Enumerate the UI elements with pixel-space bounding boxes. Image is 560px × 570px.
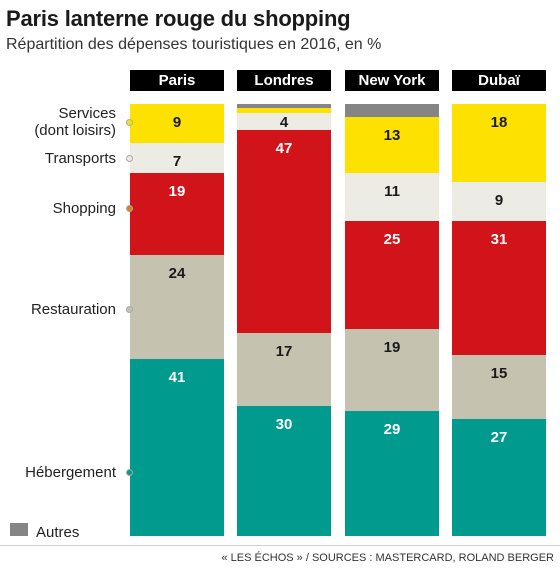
legend-label-autres: Autres — [36, 524, 80, 541]
bar-segment-dubai-restauration: 15 — [452, 354, 546, 420]
data-label: 4 — [279, 113, 289, 131]
source-note: « LES ÉCHOS » / SOURCES : MASTERCARD, RO… — [221, 552, 554, 564]
legend-swatch-autres — [10, 523, 28, 536]
data-label: 18 — [490, 114, 508, 131]
data-label: 27 — [490, 429, 508, 447]
chart-subtitle: Répartition des dépenses touristiques en… — [6, 36, 382, 53]
bar-segment-dubai-hebergement: 27 — [452, 419, 546, 536]
bar-segment-paris-services-dont-loisirs: 9 — [130, 104, 224, 143]
data-label: 7 — [172, 152, 182, 170]
bar-segment-dubai-services-dont-loisirs: 18 — [452, 104, 546, 182]
category-dot-shopping — [126, 204, 133, 212]
category-label-shopping: Shopping — [52, 199, 116, 217]
category-label-services-dont-loisirs: Services (dont loisirs) — [34, 105, 116, 139]
data-label: 19 — [383, 338, 401, 356]
bar-segment-dubai-shopping: 31 — [452, 220, 546, 355]
bar-segment-londres-transports: 4 — [237, 112, 331, 131]
bar-segment-dubai-transports: 9 — [452, 181, 546, 221]
column-header-paris: Paris — [130, 70, 224, 91]
data-label: 9 — [172, 114, 182, 131]
bar-segment-new-york-hebergement: 29 — [345, 410, 439, 536]
bar-segment-paris-shopping: 19 — [130, 173, 224, 256]
data-label: 47 — [275, 139, 293, 157]
bar-segment-new-york-services-dont-loisirs: 13 — [345, 116, 439, 174]
data-label: 17 — [275, 342, 293, 360]
bar-segment-paris-hebergement: 41 — [130, 358, 224, 536]
column-header-dubai: Dubaï — [452, 70, 546, 91]
bar-segment-londres-hebergement: 30 — [237, 406, 331, 536]
category-label-hebergement: Hébergement — [25, 463, 116, 481]
bar-segment-londres-autres — [237, 104, 331, 109]
chart-title: Paris lanterne rouge du shopping — [6, 6, 351, 31]
bar-segment-new-york-shopping: 25 — [345, 220, 439, 329]
bar-segment-new-york-autres — [345, 104, 439, 117]
bar-segment-new-york-restauration: 19 — [345, 328, 439, 411]
bar-segment-new-york-transports: 11 — [345, 173, 439, 221]
data-label: 25 — [383, 230, 401, 248]
data-label: 9 — [494, 191, 504, 209]
data-label: 11 — [384, 183, 400, 201]
data-label: 15 — [490, 364, 508, 382]
data-label: 31 — [490, 230, 508, 248]
bar-segment-londres-services-dont-loisirs — [237, 108, 331, 113]
data-label: 41 — [168, 368, 186, 386]
divider — [0, 545, 560, 546]
data-label: 24 — [168, 265, 186, 283]
column-header-londres: Londres — [237, 70, 331, 91]
data-label: 19 — [168, 183, 186, 201]
data-label: 29 — [383, 420, 401, 438]
bar-segment-londres-restauration: 17 — [237, 332, 331, 407]
bar-segment-paris-transports: 7 — [130, 142, 224, 174]
data-label: 30 — [275, 416, 293, 434]
data-label: 13 — [383, 126, 401, 144]
column-header-new-york: New York — [345, 70, 439, 91]
category-dot-restauration — [126, 305, 133, 313]
bar-segment-paris-restauration: 24 — [130, 255, 224, 359]
category-label-transports: Transports — [44, 149, 116, 167]
category-dot-transports — [126, 154, 133, 162]
category-dot-services-dont-loisirs — [126, 118, 133, 126]
category-label-restauration: Restauration — [30, 300, 116, 318]
category-dot-hebergement — [126, 468, 133, 476]
bar-segment-londres-shopping: 47 — [237, 129, 331, 333]
